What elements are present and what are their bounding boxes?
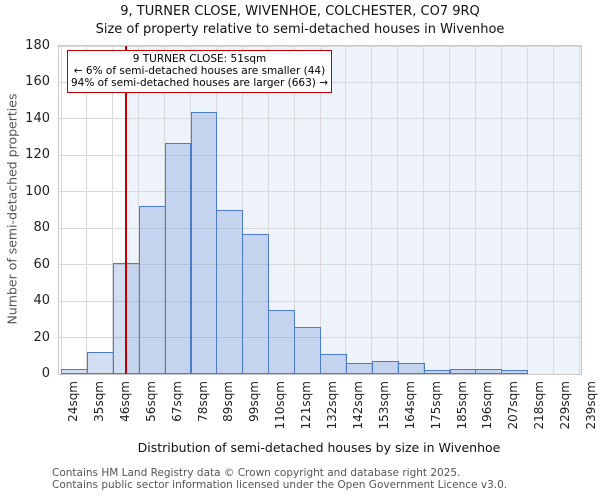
chart-subtitle: Size of property relative to semi-detach… (95, 22, 505, 37)
y-tick-label: 80 (33, 220, 50, 236)
v-gridline (267, 46, 269, 374)
attribution-footer: Contains HM Land Registry data © Crown c… (52, 467, 508, 491)
histogram-bar (268, 310, 296, 374)
v-gridline (449, 46, 450, 374)
x-tick-label: 121sqm (299, 381, 314, 430)
v-gridline (293, 46, 295, 374)
x-tick-label: 46sqm (117, 381, 132, 422)
histogram-bar (164, 142, 192, 374)
histogram-bar (138, 206, 166, 374)
v-gridline (371, 46, 373, 374)
x-axis-label: Distribution of semi-detached houses by … (137, 440, 501, 455)
x-tick-label: 196sqm (480, 381, 495, 430)
v-gridline (112, 46, 114, 374)
y-tick-label: 20 (33, 329, 50, 345)
histogram-bar (423, 370, 451, 374)
x-tick-label: 35sqm (91, 381, 106, 422)
x-tick-label: 229sqm (558, 381, 573, 430)
x-tick-label: 142sqm (350, 381, 365, 430)
v-gridline (526, 46, 528, 374)
x-tick-label: 185sqm (454, 381, 469, 430)
x-tick-label: 132sqm (325, 381, 339, 430)
y-tick-label: 140 (25, 110, 50, 126)
x-tick-label: 239sqm (584, 381, 598, 430)
footer-line-1: Contains HM Land Registry data © Crown c… (52, 467, 461, 479)
v-gridline (552, 46, 554, 374)
histogram-bar (397, 363, 425, 374)
histogram-bar (190, 111, 218, 374)
v-gridline (60, 46, 62, 374)
histogram-bar (294, 326, 321, 374)
histogram-bar (501, 370, 529, 374)
histogram-bar (475, 368, 503, 374)
annotation-box: 9 TURNER CLOSE: 51sqm ← 6% of semi-detac… (67, 50, 332, 94)
property-size-marker-line (125, 46, 127, 374)
x-tick-label: 110sqm (273, 381, 288, 430)
plot-area: 9 TURNER CLOSE: 51sqm ← 6% of semi-detac… (58, 45, 582, 375)
x-tick-label: 24sqm (66, 381, 80, 422)
histogram-bar (242, 233, 270, 374)
x-tick-label: 99sqm (247, 381, 262, 422)
y-tick-label: 180 (25, 38, 50, 53)
y-tick-label: 40 (33, 293, 50, 309)
y-tick-label: 60 (33, 256, 50, 272)
y-tick-label: 100 (25, 183, 50, 199)
x-tick-label: 207sqm (506, 381, 521, 430)
x-tick-label: 78sqm (195, 381, 210, 422)
histogram-bar (61, 368, 88, 374)
annotation-larger-line: 94% of semi-detached houses are larger (… (71, 76, 328, 89)
histogram-bar (371, 361, 399, 374)
x-tick-label: 153sqm (376, 381, 391, 430)
x-tick-label: 89sqm (221, 381, 236, 422)
y-axis-label: Number of semi-detached properties (4, 93, 20, 325)
y-tick-label: 0 (41, 366, 50, 381)
histogram-bar (216, 210, 244, 374)
histogram-bar (345, 363, 373, 374)
x-tick-label: 56sqm (143, 381, 158, 422)
x-tick-label: 164sqm (402, 381, 417, 430)
v-gridline (474, 46, 476, 374)
v-gridline (397, 46, 399, 374)
chart-title: 9, TURNER CLOSE, WIVENHOE, COLCHESTER, C… (120, 4, 480, 19)
x-tick-label: 175sqm (428, 381, 443, 430)
v-gridline (86, 46, 88, 374)
histogram-bar (86, 352, 114, 374)
histogram-bar (449, 368, 477, 374)
v-gridline (319, 46, 321, 374)
annotation-smaller-line: ← 6% of semi-detached houses are smaller… (73, 64, 326, 77)
larger-region-shade (125, 46, 581, 374)
annotation-property-line: 9 TURNER CLOSE: 51sqm (132, 53, 267, 65)
y-tick-label: 120 (25, 147, 50, 163)
footer-line-2: Contains public sector information licen… (52, 478, 508, 491)
histogram-bar (320, 353, 347, 374)
v-gridline (500, 46, 502, 374)
x-tick-label: 218sqm (532, 381, 547, 430)
x-tick-label: 67sqm (169, 381, 184, 422)
v-gridline (423, 46, 425, 374)
v-gridline (578, 46, 580, 374)
y-tick-label: 160 (25, 74, 50, 90)
v-gridline (345, 46, 347, 374)
